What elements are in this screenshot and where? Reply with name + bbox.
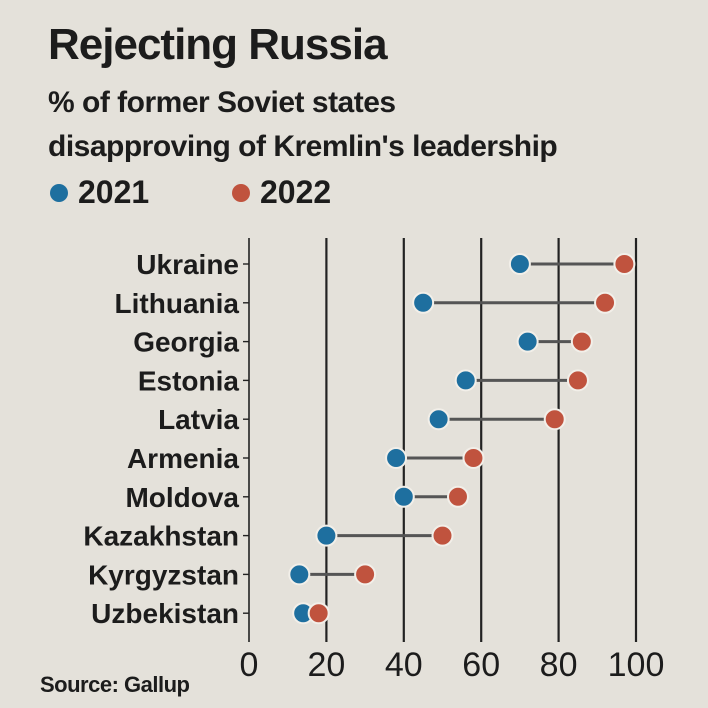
point-2021-latvia — [427, 408, 450, 431]
point-2021-lithuania — [412, 291, 435, 314]
point-2021-georgia — [516, 330, 539, 353]
x-tick-label-80: 80 — [540, 646, 578, 684]
x-tick-label-0: 0 — [240, 646, 259, 684]
category-label-latvia: Latvia — [158, 404, 239, 435]
point-2021-kyrgyzstan — [288, 563, 311, 586]
x-tick-label-20: 20 — [307, 646, 345, 684]
legend-label-2021: 2021 — [78, 174, 150, 210]
source-note: Source: Gallup — [40, 672, 190, 697]
point-2022-uzbekistan — [307, 602, 330, 625]
x-tick-label-60: 60 — [462, 646, 500, 684]
category-label-lithuania: Lithuania — [115, 288, 240, 319]
point-2022-estonia — [566, 369, 589, 392]
point-2022-moldova — [446, 485, 469, 508]
category-label-moldova: Moldova — [125, 482, 239, 513]
chart-subtitle-line-1: % of former Soviet states — [48, 86, 396, 119]
chart-subtitle-line-2: disapproving of Kremlin's leadership — [48, 130, 558, 163]
point-2021-kazakhstan — [315, 524, 338, 547]
legend-swatch-2021 — [50, 183, 68, 202]
x-tick-label-100: 100 — [608, 646, 665, 684]
legend-item-2022: 2022 — [232, 174, 331, 211]
category-label-ukraine: Ukraine — [136, 249, 239, 280]
point-2021-armenia — [385, 447, 408, 469]
point-2022-kazakhstan — [431, 524, 454, 547]
point-2022-armenia — [462, 447, 485, 469]
point-2022-lithuania — [594, 291, 617, 314]
point-2022-ukraine — [613, 253, 636, 275]
x-tick-label-40: 40 — [385, 646, 423, 684]
point-2022-georgia — [570, 330, 593, 353]
category-label-armenia: Armenia — [127, 443, 239, 474]
point-2022-latvia — [543, 408, 566, 431]
point-2021-estonia — [454, 369, 477, 392]
legend-swatch-2022 — [232, 183, 250, 202]
category-label-uzbekistan: Uzbekistan — [91, 598, 239, 629]
category-label-estonia: Estonia — [138, 365, 240, 396]
point-2022-kyrgyzstan — [354, 563, 377, 586]
chart-title: Rejecting Russia — [48, 20, 388, 69]
category-label-georgia: Georgia — [133, 327, 239, 358]
category-label-kyrgyzstan: Kyrgyzstan — [88, 559, 239, 590]
legend-item-2021: 2021 — [50, 174, 149, 211]
legend-label-2022: 2022 — [260, 174, 332, 210]
point-2021-moldova — [392, 485, 415, 508]
point-2021-ukraine — [508, 253, 531, 275]
category-label-kazakhstan: Kazakhstan — [83, 521, 239, 552]
